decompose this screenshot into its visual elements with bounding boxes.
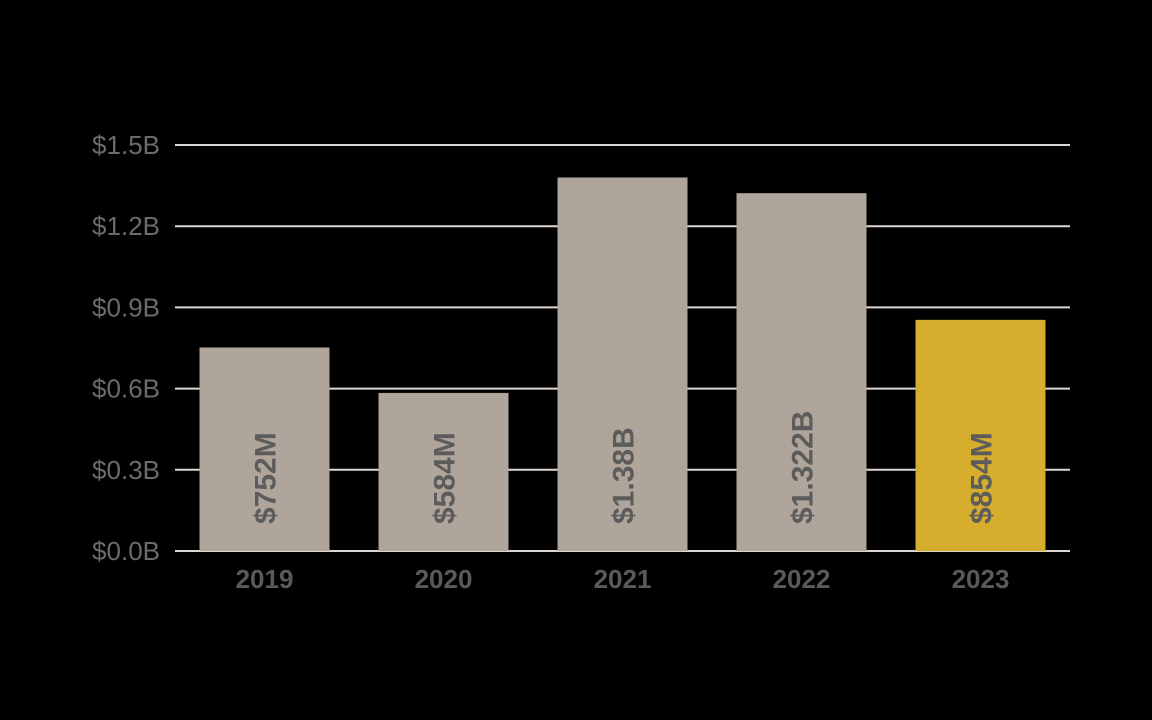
bar-data-label: $1.322B <box>787 411 820 524</box>
bars: $752M $584M $1.38B $1.322B $854M <box>199 177 1046 552</box>
bar-2019 <box>199 347 330 551</box>
y-tick-label: $1.2B <box>92 211 160 241</box>
x-tick-label: 2021 <box>594 564 652 594</box>
x-axis-ticks: 2019 2020 2021 2022 2023 <box>236 564 1010 594</box>
bar-data-label: $1.38B <box>608 427 641 524</box>
x-tick-label: 2022 <box>773 564 831 594</box>
x-tick-label: 2020 <box>415 564 473 594</box>
y-tick-label: $0.0B <box>92 536 160 566</box>
bar-2022 <box>736 193 867 552</box>
bar-2021 <box>557 177 688 552</box>
x-tick-label: 2019 <box>236 564 294 594</box>
bar-data-label: $854M <box>966 432 999 524</box>
y-tick-label: $1.5B <box>92 130 160 160</box>
y-tick-label: $0.9B <box>92 292 160 322</box>
bar-2023 <box>915 319 1046 551</box>
bar-data-label: $752M <box>250 432 283 524</box>
bar-data-label: $584M <box>429 432 462 524</box>
bar-2020 <box>378 392 509 551</box>
y-axis-ticks: $0.0B $0.3B $0.6B $0.9B $1.2B $1.5B <box>92 130 160 566</box>
x-tick-label: 2023 <box>952 564 1010 594</box>
y-tick-label: $0.6B <box>92 374 160 404</box>
y-tick-label: $0.3B <box>92 455 160 485</box>
